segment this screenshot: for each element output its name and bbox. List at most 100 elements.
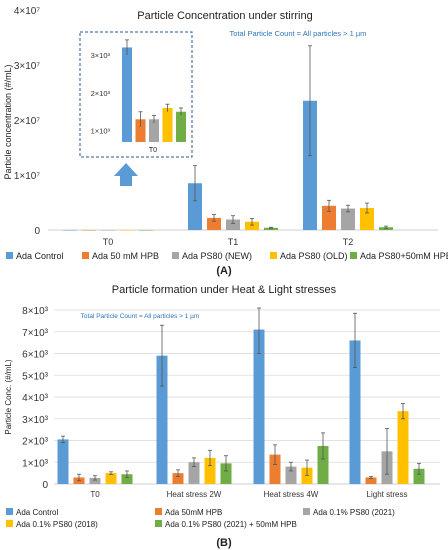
y-tick-label: 7×10³ (22, 328, 49, 339)
panel-a-bar (82, 230, 96, 231)
panel-b-bar (220, 463, 232, 484)
panel-a-bar (360, 208, 374, 230)
y-tick-label: 3×10⁷ (14, 61, 41, 72)
panel-b-bar (285, 466, 297, 484)
y-tick-label: 1×10³ (22, 458, 49, 469)
panel-a-bar (226, 219, 240, 230)
y-tick-label: 6×10³ (22, 350, 49, 361)
legend-swatch (155, 508, 162, 515)
panel-b-bar (397, 411, 409, 484)
inset-x-label: T0 (149, 147, 157, 154)
legend-swatch (303, 508, 310, 515)
legend-swatch (6, 508, 13, 515)
panel-a-bar (120, 230, 134, 231)
inset-bars (122, 39, 186, 142)
y-tick-label: 4×10⁷ (14, 6, 41, 17)
legend-label: Ada 50mM HPB (165, 508, 222, 517)
y-tick-label: 5×10³ (22, 371, 49, 382)
y-tick-label: 2×10³ (22, 437, 49, 448)
panel-a-legend: Ada Control Ada 50 mM HPB Ada PS80 (NEW) Ad… (6, 251, 448, 261)
panel-a-bar (63, 230, 77, 231)
inset-bar (162, 107, 173, 142)
legend-swatch (172, 252, 179, 259)
x-tick-label: T2 (343, 237, 354, 247)
panel-b-title: Particle formation under Heat & Light st… (112, 284, 337, 296)
panel-a-bars (63, 45, 393, 231)
legend-label: Ada Control (16, 508, 58, 517)
panel-b-bar (121, 474, 133, 484)
inset-bar (122, 47, 132, 142)
panel-a-note: Total Particle Count = All particles > 1… (230, 29, 367, 38)
panel-a-chart: Particle Concentration under stirring To… (3, 6, 448, 277)
legend-label: Ada PS80 (OLD) (280, 251, 348, 261)
x-tick-label: Light stress (367, 490, 408, 499)
legend-swatch (270, 252, 277, 259)
inset-y-tick-label: 1×10³ (91, 127, 111, 136)
panel-b-bar (105, 473, 117, 484)
panel-b-note: Total Particle Count = All particles > 1… (81, 313, 200, 320)
x-tick-label: Heat stress 2W (167, 490, 222, 499)
panel-b-y-axis-label: Particle Conc. (#/mL) (4, 359, 13, 434)
panel-a-y-axis-label: Particle concentration (#/mL) (3, 64, 13, 179)
panel-b-bar (188, 462, 200, 484)
panel-a-bar (139, 230, 153, 231)
panel-a-bar (188, 183, 202, 230)
y-tick-label: 3×10³ (22, 415, 49, 426)
panel-b-bars (57, 307, 425, 484)
panel-b-legend: Ada Control Ada 50mM HPB Ada 0.1% PS80 (20… (6, 508, 395, 529)
panel-b-bar (172, 473, 184, 484)
legend-label: Ada PS80+50mM HPB (360, 251, 448, 261)
panel-b-x-ticks: T0 Heat stress 2W Heat stress 4W Light stre… (90, 490, 407, 499)
panel-a-title: Particle Concentration under stirring (137, 10, 312, 22)
inset-y-tick-label: 2×10³ (91, 89, 111, 98)
y-tick-label: 4×10³ (22, 393, 49, 404)
y-tick-label: 8×10³ (22, 306, 49, 317)
legend-label: Ada 0.1% PS80 (2021) + 50mM HPB (165, 520, 297, 529)
panel-b-bar (349, 340, 361, 484)
panel-b-bar (301, 467, 313, 484)
panel-b-label: (B) (216, 537, 232, 549)
panel-a-bar (322, 205, 336, 230)
inset-bar (149, 119, 159, 142)
legend-swatch (82, 252, 89, 259)
panel-b-gridlines (54, 309, 440, 485)
panel-a-bar (207, 217, 221, 230)
panel-a-bar (341, 208, 355, 230)
legend-swatch (6, 520, 13, 527)
panel-b-bar (413, 468, 425, 484)
panel-a-bar (101, 230, 115, 231)
panel-b-bar (365, 477, 377, 484)
x-tick-label: T1 (228, 237, 239, 247)
panel-b-bar (317, 445, 329, 484)
inset-y-tick-label: 3×10³ (91, 51, 111, 60)
inset-bar (176, 111, 186, 142)
legend-label: Ada Control (16, 251, 64, 261)
x-tick-label: T0 (103, 237, 114, 247)
y-tick-label: 0 (42, 480, 48, 491)
panel-b-bar (156, 355, 168, 484)
panel-b-bar (253, 329, 265, 484)
up-arrow-icon (114, 163, 138, 186)
legend-swatch (350, 252, 357, 259)
legend-label: Ada 50 mM HPB (92, 251, 159, 261)
panel-a-label: (A) (216, 265, 232, 277)
panel-b-bar (204, 457, 216, 484)
x-tick-label: T0 (90, 490, 100, 499)
panel-a-x-ticks: T0 T1 T2 (103, 237, 354, 247)
y-tick-label: 2×10⁷ (14, 116, 41, 127)
legend-label: Ada 0.1% PS80 (2018) (16, 520, 98, 529)
y-tick-label: 1×10⁷ (14, 171, 41, 182)
y-tick-label: 0 (34, 226, 40, 237)
inset-bar (135, 119, 146, 142)
panel-b-y-ticks: 0 1×10³ 2×10³ 3×10³ 4×10³ 5×10³ 6×10³ 7×10³ 8×10… (22, 306, 49, 491)
panel-a-bar (264, 227, 278, 230)
inset-y-ticks: 1×10³ 2×10³ 3×10³ (91, 51, 111, 136)
legend-swatch (155, 520, 162, 527)
x-tick-label: Heat stress 4W (264, 490, 319, 499)
legend-swatch (6, 252, 13, 259)
legend-label: Ada PS80 (NEW) (182, 251, 252, 261)
panel-a-y-ticks: 0 1×10⁷ 2×10⁷ 3×10⁷ 4×10⁷ (14, 6, 41, 237)
legend-label: Ada 0.1% PS80 (2021) (313, 508, 395, 517)
panel-b-bar (269, 454, 281, 484)
